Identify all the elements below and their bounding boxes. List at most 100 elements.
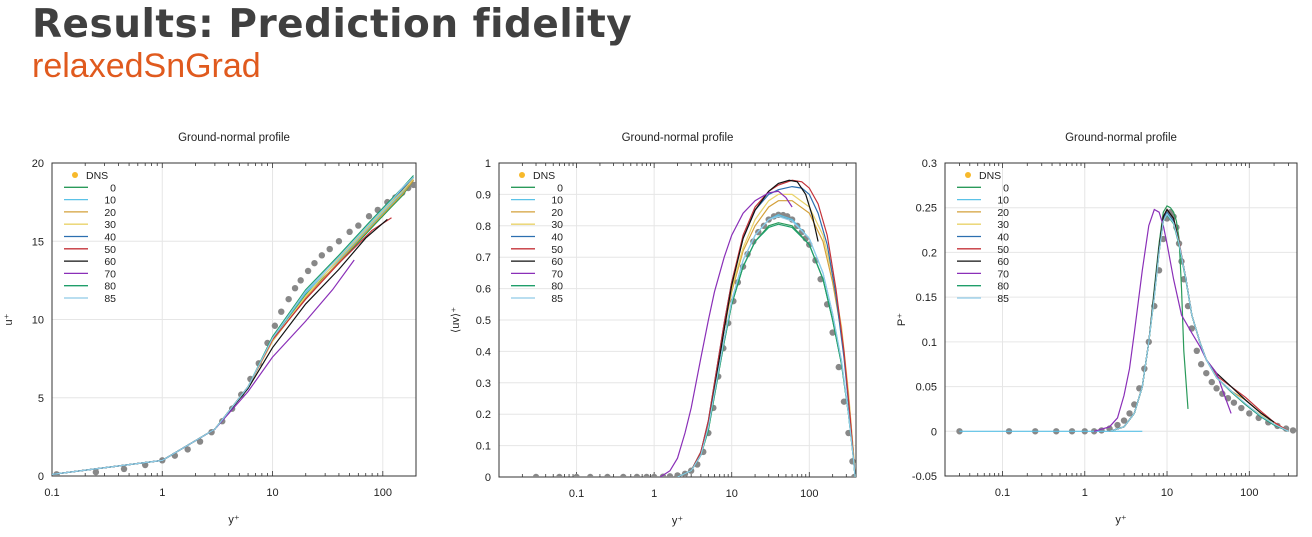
legend-label-50: 50 [551, 244, 563, 256]
x-tick-label: 10 [726, 488, 738, 500]
y-tick-label: 5 [38, 393, 44, 405]
x-tick-label: 100 [374, 487, 392, 499]
y-tick-label: 20 [32, 158, 44, 170]
y-tick-label: 0.25 [916, 203, 937, 215]
legend-label-60: 60 [997, 256, 1009, 268]
legend-label-10: 10 [551, 195, 563, 207]
data-point-dns [633, 473, 641, 477]
data-point-dns [291, 285, 299, 292]
legend-marker-dns [965, 172, 971, 178]
plot-series [956, 205, 1297, 435]
legend-label-0: 0 [110, 182, 116, 194]
data-point-dns [620, 473, 627, 477]
y-tick-label: 0.3 [476, 378, 491, 390]
series-line-70 [1093, 208, 1232, 432]
legend-label-70: 70 [997, 268, 1009, 280]
legend-label-40: 40 [551, 232, 563, 244]
y-tick-label: 0.6 [476, 284, 491, 296]
data-point-dns [1289, 427, 1297, 434]
legend-label-50: 50 [997, 244, 1009, 256]
chart-title: Ground-normal profile [178, 132, 290, 144]
y-tick-label: 0.1 [476, 441, 491, 453]
legend-label-80: 80 [551, 281, 563, 293]
x-axis-label: y⁺ [672, 515, 684, 527]
legend-label-80: 80 [104, 281, 116, 293]
legend-label-70: 70 [551, 268, 563, 280]
data-point-dns [1120, 417, 1128, 424]
legend-label-70: 70 [104, 268, 116, 280]
legend-label-40: 40 [104, 232, 116, 244]
y-tick-label: 1 [485, 158, 491, 170]
y-tick-label: 0 [485, 472, 491, 484]
data-point-dns [1197, 361, 1205, 368]
data-point-dns [840, 398, 848, 405]
y-axis-label: u⁺ [3, 313, 15, 325]
series-line-85 [1109, 212, 1289, 432]
x-tick-label: 0.1 [569, 488, 584, 500]
legend-marker-dns [72, 172, 78, 178]
legend-label-30: 30 [997, 219, 1009, 231]
x-tick-label: 10 [266, 487, 278, 499]
x-tick-label: 100 [800, 488, 818, 500]
chart-title: Ground-normal profile [1065, 132, 1177, 144]
y-tick-label: 15 [32, 236, 44, 248]
slide-title: Results: Prediction fidelity [32, 2, 633, 47]
data-point-dns [851, 473, 856, 477]
legend-label-85: 85 [997, 293, 1009, 305]
data-point-dns [285, 295, 292, 303]
legend-label-85: 85 [551, 293, 563, 305]
data-point-dns [326, 245, 333, 253]
data-point-dns [1230, 399, 1238, 406]
data-point-dns [304, 267, 312, 275]
legend-label-20: 20 [104, 207, 116, 219]
series-line-30 [677, 193, 856, 477]
data-point-dns [1203, 369, 1210, 377]
data-point-dns [1193, 347, 1200, 354]
data-point-dns [271, 322, 279, 329]
legend-label-30: 30 [551, 219, 563, 231]
data-point-dns [92, 468, 100, 476]
data-point-dns [666, 473, 674, 477]
y-tick-label: 0.8 [476, 221, 491, 233]
data-point-dns [956, 428, 963, 435]
y-tick-label: 0.15 [916, 292, 937, 304]
y-tick-label: 0.9 [476, 189, 491, 201]
series-line-30 [1109, 210, 1289, 432]
legend-label-80: 80 [997, 281, 1009, 293]
legend-label-60: 60 [104, 256, 116, 268]
y-tick-label: 0.5 [476, 315, 491, 327]
legend-label-10: 10 [104, 195, 116, 207]
series-line-20 [1109, 210, 1289, 432]
data-point-dns [532, 473, 540, 477]
y-tick-label: 0.7 [476, 252, 491, 264]
y-tick-label: 0 [931, 426, 937, 438]
data-point-dns [184, 446, 191, 453]
y-tick-label: 10 [32, 315, 44, 327]
data-point-dns [318, 252, 326, 259]
data-point-dns [196, 438, 204, 445]
plot-frame [944, 162, 1298, 477]
series-line-85 [52, 176, 414, 475]
series-line-80 [1109, 213, 1289, 432]
data-point-dns [278, 308, 285, 315]
data-point-dns [355, 222, 362, 229]
x-axis-label: y⁺ [228, 514, 240, 526]
legend-label-50: 50 [104, 244, 116, 256]
legend-label-60: 60 [551, 256, 563, 268]
y-tick-label: 0.1 [922, 337, 937, 349]
legend-label-DNS: DNS [86, 170, 108, 182]
data-point-dns [1246, 410, 1253, 417]
y-tick-label: 0.2 [476, 409, 491, 421]
legend-label-20: 20 [997, 207, 1009, 219]
x-tick-label: 0.1 [995, 487, 1010, 499]
data-point-dns [604, 473, 611, 477]
y-tick-label: 0.4 [476, 346, 491, 358]
data-point-dns [650, 473, 658, 477]
plot-frame [51, 162, 417, 477]
y-tick-label: 0.05 [916, 382, 937, 394]
data-point-dns [141, 461, 149, 469]
x-tick-label: 1 [159, 487, 165, 499]
series-line-40 [1109, 211, 1289, 432]
series-line-70 [659, 190, 793, 477]
x-tick-label: 100 [1240, 487, 1258, 499]
